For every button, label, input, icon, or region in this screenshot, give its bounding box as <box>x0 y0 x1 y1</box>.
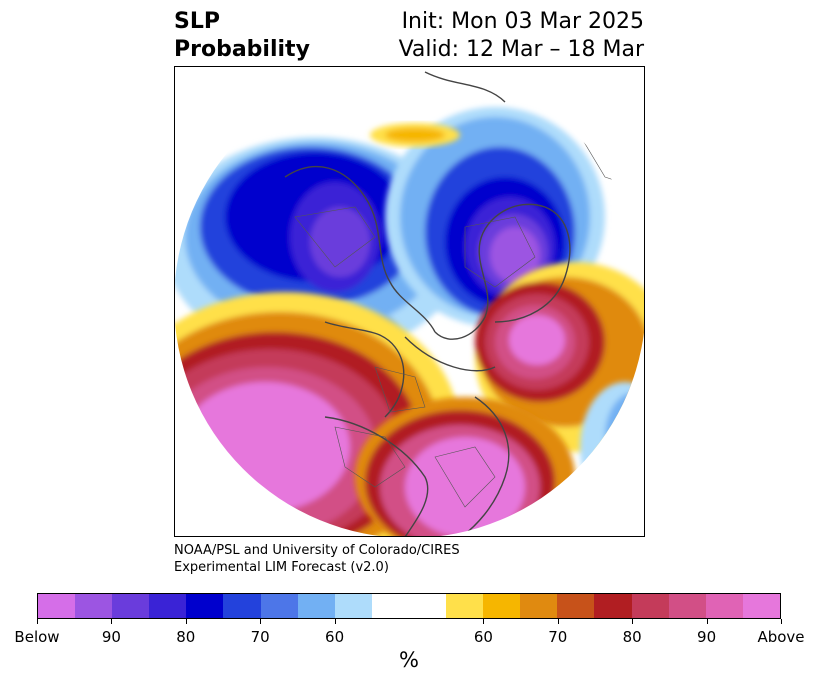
colorbar-segment <box>223 594 261 618</box>
colorbar-tick-label: 60 <box>473 628 493 646</box>
colorbar-tick-label: Above <box>757 628 805 646</box>
colorbar <box>37 593 781 619</box>
colorbar-tick-label: 90 <box>697 628 717 646</box>
above-region-north <box>370 123 460 147</box>
colorbar-unit-label: % <box>399 648 419 672</box>
colorbar-tick-mark <box>111 619 113 624</box>
colorbar-tick-mark <box>483 619 485 624</box>
colorbar-tick-mark <box>706 619 708 624</box>
colorbar-tick-mark <box>334 619 336 624</box>
colorbar-segment <box>112 594 150 618</box>
colorbar-tick-label: 60 <box>325 628 345 646</box>
title-line-1: SLP <box>174 9 220 34</box>
country-borders <box>294 126 636 508</box>
colorbar-segment <box>483 594 521 618</box>
colorbar-segment <box>557 594 595 618</box>
valid-date: Valid: 12 Mar – 18 Mar <box>398 37 644 62</box>
colorbar-segment <box>520 594 558 618</box>
colorbar-tick-mark <box>185 619 187 624</box>
colorbar-tick-mark <box>557 619 559 624</box>
colorbar-segment <box>705 594 743 618</box>
coastlines <box>284 71 644 536</box>
colorbar-segment <box>260 594 298 618</box>
colorbar-tick-label: 70 <box>548 628 568 646</box>
credit-line-2: Experimental LIM Forecast (v2.0) <box>174 560 389 575</box>
colorbar-segment <box>408 594 447 618</box>
init-date: Init: Mon 03 Mar 2025 <box>401 9 644 34</box>
colorbar-tick-mark <box>37 619 38 624</box>
colorbar-segment <box>75 594 113 618</box>
probability-map <box>174 66 645 537</box>
data-credit: NOAA/PSL and University of Colorado/CIRE… <box>174 542 460 576</box>
title-line-2: Probability <box>174 37 310 62</box>
colorbar-segment <box>668 594 706 618</box>
credit-line-1: NOAA/PSL and University of Colorado/CIRE… <box>174 543 460 558</box>
colorbar-segment <box>631 594 669 618</box>
colorbar-segment <box>38 594 76 618</box>
colorbar-tick-label: 80 <box>622 628 642 646</box>
colorbar-tick-mark <box>632 619 634 624</box>
colorbar-segment <box>446 594 484 618</box>
map-title: SLP Probability <box>174 8 310 64</box>
colorbar-tick-mark <box>260 619 262 624</box>
colorbar-tick-label: Below <box>14 628 60 646</box>
colorbar-segment <box>594 594 632 618</box>
colorbar-tick-label: 90 <box>101 628 121 646</box>
colorbar-segment <box>149 594 187 618</box>
colorbar-tick-label: 70 <box>250 628 270 646</box>
colorbar-segment <box>186 594 224 618</box>
colorbar-segment <box>334 594 372 618</box>
colorbar-tick-mark <box>781 619 782 624</box>
colorbar-segment <box>297 594 335 618</box>
colorbar-tick-label: 80 <box>176 628 196 646</box>
map-svg <box>175 67 644 536</box>
forecast-dates: Init: Mon 03 Mar 2025 Valid: 12 Mar – 18… <box>399 8 644 64</box>
colorbar-segment <box>742 594 780 618</box>
colorbar-segment <box>371 594 409 618</box>
